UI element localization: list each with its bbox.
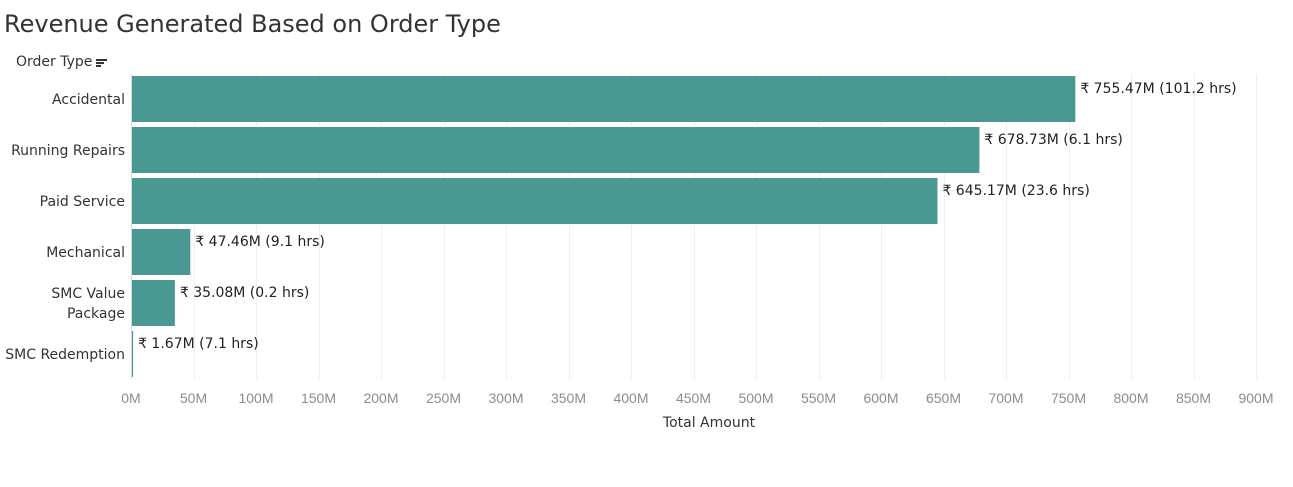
category-label-1: Running Repairs [11, 143, 125, 159]
x-tick-label-18: 900M [1238, 390, 1273, 406]
x-tick-label-10: 500M [738, 390, 773, 406]
data-label-1: ₹ 678.73M (6.1 hrs) [984, 132, 1122, 148]
bar-2[interactable] [131, 178, 938, 224]
x-tick-label-4: 200M [363, 390, 398, 406]
x-axis-title: Total Amount [662, 415, 756, 431]
x-tick-label-6: 300M [488, 390, 523, 406]
x-tick-label-0: 0M [121, 390, 140, 406]
order-type-header-label: Order Type [16, 54, 93, 70]
x-tick-label-1: 50M [180, 390, 207, 406]
data-label-5: ₹ 1.67M (7.1 hrs) [138, 336, 259, 352]
category-label-4-line-0: SMC Value [51, 286, 125, 302]
sort-descending-icon[interactable] [96, 58, 108, 68]
x-tick-label-7: 350M [551, 390, 586, 406]
x-tick-label-15: 750M [1051, 390, 1086, 406]
order-type-header[interactable]: Order Type [16, 54, 108, 70]
category-label-5: SMC Redemption [5, 347, 125, 363]
data-label-0: ₹ 755.47M (101.2 hrs) [1080, 81, 1236, 97]
x-tick-labels: 0M 50M 100M 150M 200M 250M 300M 350M 400M 450M 500… [121, 390, 1273, 406]
x-tick-label-17: 850M [1176, 390, 1211, 406]
bar-4[interactable] [131, 280, 175, 326]
data-label-4: ₹ 35.08M (0.2 hrs) [180, 285, 310, 301]
bar-0[interactable] [131, 76, 1076, 122]
x-tick-label-11: 550M [801, 390, 836, 406]
x-tick-label-3: 150M [301, 390, 336, 406]
bar-5[interactable] [131, 331, 134, 377]
x-tick-label-12: 600M [863, 390, 898, 406]
gridlines [131, 74, 1257, 379]
category-labels: Accidental Running Repairs Paid Service Mec… [5, 92, 125, 363]
category-label-3: Mechanical [46, 245, 125, 261]
category-label-4-line-1: Package [67, 306, 125, 322]
data-label-2: ₹ 645.17M (23.6 hrs) [942, 183, 1089, 199]
x-tick-label-16: 800M [1113, 390, 1148, 406]
x-tick-label-14: 700M [988, 390, 1023, 406]
data-label-3: ₹ 47.46M (9.1 hrs) [195, 234, 325, 250]
bars [131, 76, 1076, 377]
x-tick-label-13: 650M [926, 390, 961, 406]
category-label-2: Paid Service [40, 194, 125, 210]
category-label-0: Accidental [52, 92, 125, 108]
x-tick-label-5: 250M [426, 390, 461, 406]
bar-1[interactable] [131, 127, 980, 173]
x-tick-label-9: 450M [676, 390, 711, 406]
data-labels: ₹ 755.47M (101.2 hrs) ₹ 678.73M (6.1 hrs)… [138, 81, 1237, 352]
chart-title: Revenue Generated Based on Order Type [4, 10, 501, 38]
x-tick-label-2: 100M [238, 390, 273, 406]
x-tick-label-8: 400M [613, 390, 648, 406]
bar-3[interactable] [131, 229, 191, 275]
